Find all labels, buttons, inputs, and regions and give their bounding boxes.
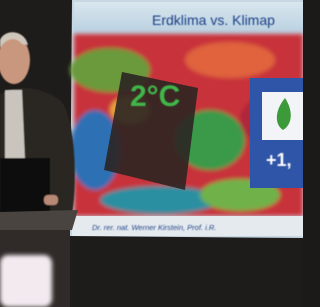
slide-title: Erdklima vs. Klimap <box>152 12 275 28</box>
projected-slide: 2°C +1, Erdklima vs. Klimap Dr. rer. nat… <box>70 0 303 238</box>
laptop <box>0 158 50 213</box>
bright-object <box>0 255 52 307</box>
podium-top <box>0 210 78 232</box>
footer-text: Dr. rer. nat. Werner Kirstein, Prof. i.R… <box>92 223 216 232</box>
photo: 2°C +1, Erdklima vs. Klimap Dr. rer. nat… <box>0 0 303 307</box>
podium <box>0 210 78 307</box>
value-text: +1, <box>266 150 292 170</box>
badge-text: 2°C <box>130 80 180 113</box>
hand <box>44 195 58 205</box>
shirt <box>5 90 25 160</box>
page: 2°C +1, Erdklima vs. Klimap Dr. rer. nat… <box>0 0 320 307</box>
